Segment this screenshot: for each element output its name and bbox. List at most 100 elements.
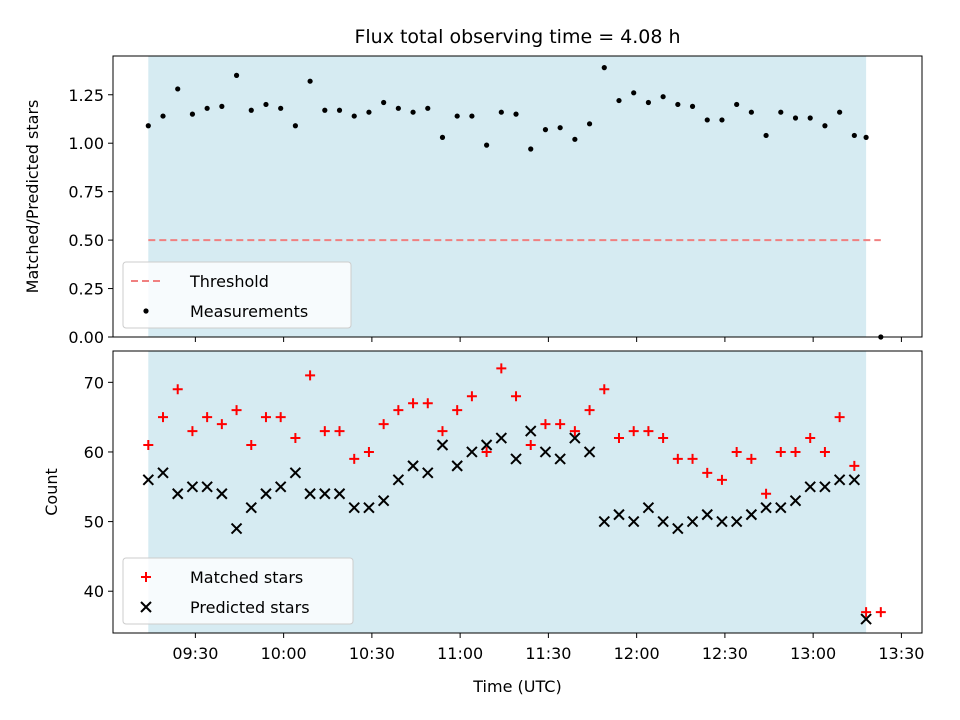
predicted-stars-point [789, 494, 802, 507]
predicted-stars-point [613, 508, 625, 521]
predicted-stars-point [554, 453, 566, 465]
predicted-stars-point [142, 474, 155, 486]
predicted-stars-point [304, 488, 316, 500]
y-tick-label: 0.00 [68, 328, 104, 347]
matched-stars-point [599, 384, 610, 395]
predicted-stars-point [672, 522, 684, 535]
predicted-stars-point [230, 522, 243, 535]
matched-stars-point [496, 363, 507, 374]
matched-stars-point [466, 391, 477, 402]
measurement-point [292, 123, 298, 129]
matched-stars-point [805, 433, 816, 444]
predicted-stars-point [377, 494, 390, 507]
y-tick-label: 0.75 [68, 183, 104, 202]
legend-predicted-stars-swatch [140, 601, 152, 613]
matched-stars-point [790, 446, 801, 457]
predicted-stars-point [860, 613, 872, 625]
measurement-point [439, 134, 446, 140]
predicted-stars-point [686, 515, 699, 528]
measurement-point [863, 134, 869, 140]
legend-box [122, 261, 352, 329]
measurement-point [557, 125, 563, 131]
measurement-point [851, 132, 857, 139]
matched-stars-point [628, 426, 639, 437]
measurement-point [513, 111, 519, 117]
predicted-stars-point [451, 460, 463, 472]
predicted-stars-point [539, 446, 552, 458]
x-tick-label: 11:30 [525, 644, 571, 663]
measurement-point [263, 101, 269, 108]
measurement-point [425, 105, 431, 111]
measurement-point [763, 132, 769, 139]
predicted-stars-point [480, 439, 493, 451]
matched-stars-point [481, 446, 492, 457]
matched-stars-point [437, 426, 448, 437]
predicted-stars-point [157, 467, 169, 479]
measurement-point [175, 86, 181, 92]
matched-stars-point [158, 412, 169, 423]
legend-box [122, 557, 354, 625]
matched-stars-point [702, 467, 713, 478]
x-tick-label: 13:00 [790, 644, 836, 663]
predicted-stars-point [289, 467, 302, 479]
measurement-point [748, 109, 754, 115]
matched-stars-point [819, 446, 830, 457]
measurement-point [734, 101, 740, 108]
predicted-stars-point [436, 439, 449, 451]
matched-stars-point [511, 391, 522, 402]
y-axis-label: Matched/Predicted stars [23, 100, 42, 294]
matched-stars-point [834, 412, 845, 423]
measurement-point [837, 109, 843, 115]
measurement-point [204, 105, 210, 111]
predicted-stars-point [701, 508, 713, 521]
measurement-point [336, 107, 343, 113]
y-tick-label: 1.25 [68, 86, 104, 105]
predicted-stars-point [510, 453, 522, 465]
matched-stars-point [290, 433, 301, 444]
predicted-stars-point [804, 481, 816, 493]
legend-threshold-label: Threshold [189, 272, 269, 291]
measurement-point [233, 72, 240, 78]
chart-title: Flux total observing time = 4.08 h [354, 26, 680, 48]
predicted-stars-point [730, 515, 743, 528]
matched-stars-point [363, 446, 374, 457]
y-tick-label: 50 [84, 513, 104, 532]
matched-stars-point [687, 453, 698, 464]
measurement-point [145, 123, 151, 129]
measurement-point [631, 90, 637, 96]
measurement-point [469, 113, 475, 119]
predicted-stars-point [745, 508, 758, 521]
star-count-panel: 40 50 60 70 09:30 10:00 10:30 11:00 11:30 12:00 12… [42, 350, 924, 696]
y-tick-label: 0.25 [68, 280, 104, 299]
predicted-stars-point [260, 488, 272, 500]
matched-stars-point [540, 419, 551, 430]
measurement-point [395, 105, 401, 111]
predicted-stars-point [245, 501, 257, 514]
predicted-stars-point [525, 425, 537, 437]
matched-stars-point [378, 419, 389, 430]
matched-stars-point [746, 453, 757, 464]
x-tick-label: 13:30 [878, 644, 924, 663]
legend-predicted-stars-label: Predicted stars [190, 598, 310, 617]
matched-stars-point [275, 412, 286, 423]
matched-stars-point [658, 433, 669, 444]
measurement-point [704, 117, 710, 123]
matched-stars-point [231, 405, 242, 416]
predicted-stars-point [657, 515, 669, 528]
predicted-stars-point [848, 474, 861, 486]
predicted-stars-point [760, 501, 772, 514]
predicted-stars-point [348, 501, 360, 514]
y-tick-label: 1.00 [68, 134, 104, 153]
measurement-point [719, 117, 725, 123]
measurement-point [689, 103, 696, 109]
measurement-point [601, 65, 607, 71]
y-tick-label: 0.50 [68, 231, 104, 250]
x-tick-label: 10:00 [261, 644, 307, 663]
matched-stars-point [393, 405, 404, 416]
x-tick-label: 10:30 [349, 644, 395, 663]
flux-ratio-panel: 0.00 0.25 0.50 0.75 1.00 1.25 Matched/Predicte… [23, 26, 923, 347]
predicted-stars-point [172, 488, 184, 500]
measurement-point [351, 113, 357, 119]
measurement-point [307, 78, 313, 84]
predicted-stars-point [569, 432, 581, 444]
